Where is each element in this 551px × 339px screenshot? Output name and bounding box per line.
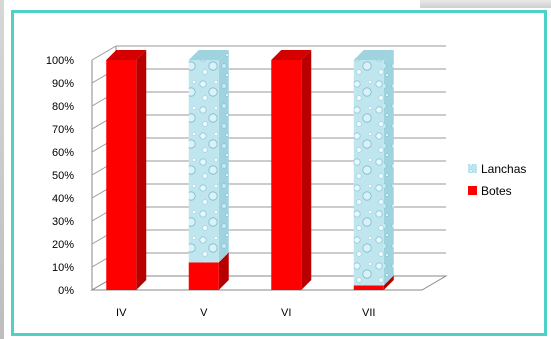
legend-item-botes: Botes	[468, 184, 512, 198]
bar-front	[106, 60, 137, 290]
window-shadow	[420, 0, 551, 8]
bar-front	[353, 285, 384, 290]
bar-top	[188, 50, 229, 60]
legend-item-lanchas: Lanchas	[468, 162, 526, 176]
bar-side	[301, 50, 312, 290]
y-tick-label: 0%	[58, 285, 74, 297]
bar-IV-botes	[106, 50, 147, 290]
legend: Lanchas Botes	[468, 162, 526, 198]
y-tick-label: 50%	[52, 170, 74, 182]
bar-side	[218, 50, 229, 263]
bar-front	[188, 60, 219, 263]
bar-side	[218, 252, 229, 290]
x-tick-label: V	[200, 307, 208, 319]
window-edge	[0, 0, 4, 339]
bar-front	[271, 60, 302, 290]
x-tick-label: VII	[362, 307, 375, 319]
x-tick-label: VI	[281, 307, 291, 319]
legend-label: Botes	[481, 184, 512, 198]
bar-top	[106, 50, 147, 60]
legend-swatch	[468, 186, 477, 195]
gridline-depth	[91, 45, 117, 61]
y-tick-label: 100%	[46, 55, 74, 67]
x-axis: IV V VI VII	[116, 307, 375, 319]
bar-side	[383, 275, 394, 290]
bar-side	[383, 50, 394, 286]
bar-top	[353, 50, 394, 60]
y-tick-label: 40%	[52, 193, 74, 205]
legend-label: Lanchas	[481, 162, 526, 176]
x-tick-label: IV	[116, 307, 127, 319]
y-axis: 0% 10% 20% 30% 40% 50% 60% 70% 80% 90% 100%	[46, 55, 74, 297]
bar-side	[136, 50, 147, 290]
y-tick-label: 10%	[52, 262, 74, 274]
y-tick-label: 80%	[52, 101, 74, 113]
legend-swatch	[468, 164, 477, 173]
y-tick-label: 70%	[52, 124, 74, 136]
bar-V-lanchas	[188, 50, 229, 263]
bar-VII-botes	[353, 275, 394, 290]
bar-VI-botes	[271, 50, 312, 290]
y-tick-label: 20%	[52, 239, 74, 251]
bar-top	[271, 50, 312, 60]
y-tick-label: 90%	[52, 78, 74, 90]
y-tick-label: 60%	[52, 147, 74, 159]
bar-VII-lanchas	[353, 50, 394, 286]
bar-front	[188, 262, 219, 290]
bar-V-botes	[188, 252, 229, 290]
y-tick-label: 30%	[52, 216, 74, 228]
bars	[106, 50, 394, 290]
bar-front	[353, 60, 384, 286]
